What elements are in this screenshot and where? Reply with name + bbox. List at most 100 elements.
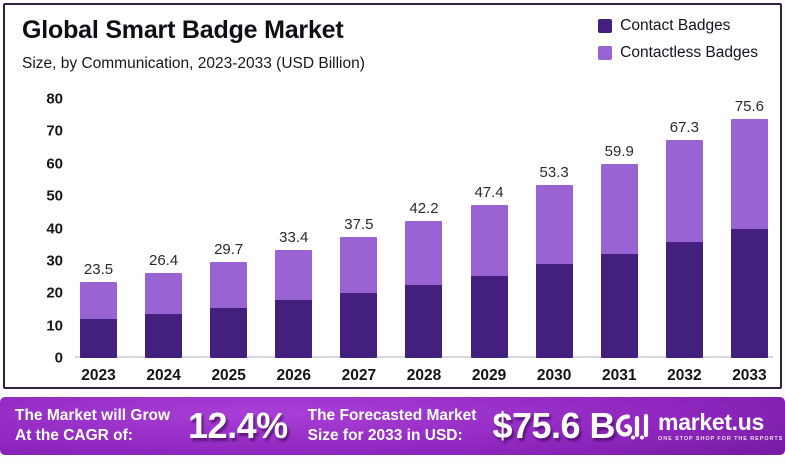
- bar-stack: [275, 249, 313, 358]
- legend: Contact Badges Contactless Badges: [598, 17, 758, 62]
- brand-name: market.us: [658, 408, 765, 435]
- contact-badges-segment: [535, 264, 573, 358]
- y-tick-label: 60: [46, 155, 63, 173]
- bar-stack: [210, 261, 248, 358]
- bar-total-label: 33.4: [279, 228, 309, 246]
- bar-total-label: 67.3: [669, 119, 699, 137]
- contact-badges-segment: [80, 318, 117, 358]
- bar-stack: [80, 281, 117, 358]
- bar-stack: [600, 164, 638, 358]
- cagr-label-line2: At the CAGR of:: [15, 427, 133, 444]
- bar-stack: [470, 204, 508, 358]
- x-axis-label: 2024: [146, 367, 181, 384]
- bar-total-label: 59.9: [604, 143, 634, 161]
- contactless-badges-segment: [145, 272, 183, 314]
- brand-tagline: ONE STOP SHOP FOR THE REPORTS: [658, 435, 784, 442]
- cagr-value: 12.4%: [188, 405, 288, 446]
- contact-badges-segment: [145, 313, 183, 358]
- cagr-label-line1: The Market will Grow: [15, 406, 171, 424]
- bar-column: 75.6: [730, 98, 768, 358]
- bar-total-label: 26.4: [148, 251, 179, 269]
- contactless-badges-segment: [275, 249, 313, 301]
- chart-card: Global Smart Badge Market Size, by Commu…: [3, 3, 782, 389]
- legend-label: Contactless Badges: [620, 44, 758, 61]
- bar-column: 33.4: [275, 99, 313, 358]
- forecast-label-line1: The Forecasted Market: [307, 406, 477, 424]
- y-tick-label: 40: [46, 220, 63, 237]
- contact-badges-segment: [340, 293, 378, 358]
- contactless-badges-segment: [470, 204, 508, 277]
- x-axis-label: 2033: [732, 367, 767, 384]
- bar-stack: [405, 221, 443, 358]
- contactless-badges-segment: [600, 164, 638, 255]
- contact-badges-segment: [275, 300, 313, 358]
- contact-badges-segment: [470, 276, 508, 358]
- contactless-badges-segment: [535, 185, 573, 265]
- forecast-value: $75.6 B: [492, 405, 616, 446]
- contactless-badges-segment: [665, 140, 703, 243]
- bar-column: 42.2: [405, 99, 443, 358]
- bar-total-label: 42.2: [409, 200, 439, 218]
- contactless-badges-segment: [340, 236, 378, 294]
- bar-column: 29.7: [210, 99, 248, 358]
- bar-column: 37.5: [340, 99, 378, 358]
- contactless-badges-segment: [80, 281, 117, 319]
- y-tick-label: 80: [46, 90, 63, 108]
- contact-badges-segment: [665, 242, 703, 358]
- y-axis: 0 10 20 30 40 50 60 70 80: [5, 92, 63, 366]
- forecast-label-line2: Size for 2033 in USD:: [307, 427, 463, 444]
- chart-subtitle: Size, by Communication, 2023-2033 (USD B…: [22, 55, 365, 72]
- x-axis-label: 2032: [667, 367, 702, 384]
- bar-column: 47.4: [470, 99, 508, 358]
- bars: 23.5 26.4 29.7 33.4 37.5 42.2 47.4 53.3 59.9 67.3…: [75, 99, 773, 358]
- bar-column: 26.4: [145, 99, 183, 358]
- cagr-label: The Market will Grow At the CAGR of:: [15, 406, 170, 446]
- bar-stack: [535, 185, 573, 358]
- bar-stack: [145, 272, 183, 358]
- x-axis-label: 2026: [276, 367, 312, 384]
- bottom-banner: The Market will Grow At the CAGR of: 12.…: [0, 397, 785, 455]
- contactless-badges-segment: [210, 261, 248, 308]
- x-axis-labels: 2023 2024 2025 2026 2027 2028 2029 2030 2031 2032…: [75, 367, 773, 385]
- bar-total-label: 53.3: [539, 164, 569, 182]
- contact-badges-segment: [405, 285, 443, 358]
- contact-badges-segment: [600, 254, 638, 358]
- x-axis-label: 2025: [211, 367, 246, 384]
- x-axis-label: 2028: [406, 367, 442, 384]
- y-tick-label: 50: [46, 187, 63, 205]
- contactless-badges-swatch-icon: [598, 46, 613, 60]
- bar-total-label: 75.6: [734, 98, 765, 115]
- contact-badges-segment: [730, 229, 768, 358]
- brand-text: market.us ONE STOP SHOP FOR THE REPORTS: [658, 408, 784, 442]
- bar-column: 67.3: [665, 99, 703, 358]
- bar-column: 53.3: [535, 99, 573, 358]
- y-tick-label: 0: [54, 349, 63, 367]
- x-axis-label: 2023: [81, 367, 116, 384]
- y-tick-label: 70: [46, 122, 63, 140]
- x-axis-label: 2029: [471, 367, 507, 384]
- bar-total-label: 23.5: [83, 260, 114, 278]
- legend-item-contact: Contact Badges: [598, 17, 758, 35]
- marketus-logo-icon: [615, 413, 649, 440]
- x-axis-label: 2031: [602, 367, 637, 384]
- legend-item-contactless: Contactless Badges: [598, 44, 758, 62]
- bar-stack: [730, 119, 768, 358]
- x-axis-label: 2030: [536, 367, 572, 384]
- x-axis-label: 2027: [341, 367, 377, 384]
- contactless-badges-segment: [405, 221, 443, 286]
- marketus-logo[interactable]: market.us ONE STOP SHOP FOR THE REPORTS: [615, 410, 783, 442]
- bar-total-label: 29.7: [214, 240, 244, 258]
- bar-stack: [340, 236, 378, 358]
- bar-total-label: 47.4: [474, 183, 504, 201]
- legend-label: Contact Badges: [620, 17, 731, 34]
- contact-badges-swatch-icon: [598, 19, 613, 33]
- y-tick-label: 20: [46, 284, 63, 302]
- bar-stack: [665, 140, 703, 358]
- bar-column: 23.5: [80, 99, 117, 358]
- page-title: Global Smart Badge Market: [22, 16, 344, 44]
- contactless-badges-segment: [730, 119, 768, 230]
- y-tick-label: 30: [46, 252, 63, 270]
- bar-column: 59.9: [600, 99, 638, 358]
- contact-badges-segment: [210, 307, 248, 358]
